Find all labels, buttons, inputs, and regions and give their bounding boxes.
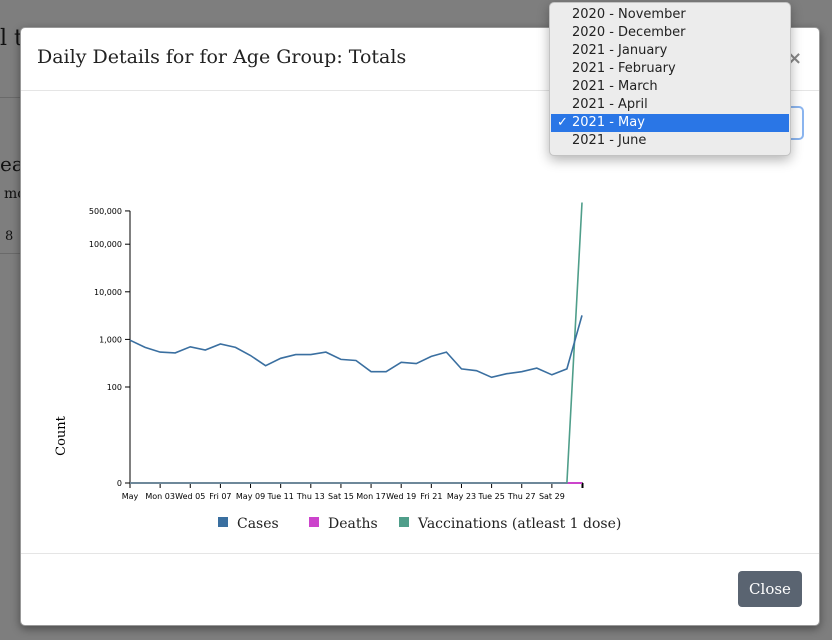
legend-label: Deaths [328,516,378,532]
dropdown-option[interactable]: 2021 - March [551,78,789,96]
x-tick-label: May 23 [447,492,476,501]
background-divider [0,253,20,254]
dropdown-option[interactable]: 2021 - January [551,42,789,60]
legend-swatch [218,517,228,527]
dropdown-option-label: 2021 - June [572,133,647,148]
dropdown-option-label: 2021 - May [572,115,645,130]
x-tick-label: Thu 13 [296,492,325,501]
x-tick-label: Fri 07 [209,492,231,501]
legend-label: Cases [237,516,279,532]
dropdown-option[interactable]: 2021 - April [551,96,789,114]
x-tick-label: Sat 29 [539,492,565,501]
background-heading: l t [0,26,23,51]
x-tick-label: Thu 27 [507,492,536,501]
legend-swatch [309,517,319,527]
x-tick-label: Fri 21 [420,492,442,501]
dropdown-option[interactable]: 2020 - December [551,24,789,42]
checkmark-icon: ✓ [557,115,568,130]
month-dropdown-menu: 2020 - November 2020 - December 2021 - Jan… [549,2,791,156]
y-tick-label: 10,000 [94,288,122,297]
dropdown-option[interactable]: ✓ 2021 - May [551,114,789,132]
close-button[interactable]: Close [738,571,802,607]
background-subheading: ea [0,152,24,176]
y-tick-label: 0 [117,479,122,488]
x-tick-label: Wed 19 [386,492,416,501]
x-tick-label: Wed 05 [175,492,205,501]
x-tick-label: Tue 25 [477,492,504,501]
dropdown-option[interactable]: 2021 - February [551,60,789,78]
legend-label: Vaccinations (atleast 1 dose) [417,516,621,532]
background-number: 8 [5,229,14,244]
x-tick-label: May [122,492,139,501]
x-tick-label: Mon 17 [356,492,386,501]
y-tick-label: 500,000 [89,207,122,216]
y-tick-label: 100,000 [89,240,122,249]
x-tick-label: Mon 03 [145,492,175,501]
x-tick-label: Tue 11 [266,492,293,501]
modal-title: Daily Details for for Age Group: Totals [37,46,407,68]
dropdown-option-label: 2020 - December [572,25,686,40]
dropdown-option-label: 2020 - November [572,7,686,22]
y-tick-label: 1,000 [99,335,122,344]
dropdown-option[interactable]: 2020 - November [551,6,789,24]
y-axis-label: Count [54,415,69,456]
dropdown-option-label: 2021 - January [572,43,668,58]
modal-footer: Close [21,553,819,626]
legend-swatch [399,517,409,527]
series-line-vaccinations [130,202,583,484]
dropdown-option-label: 2021 - February [572,61,676,76]
dropdown-option[interactable]: 2021 - June [551,132,789,150]
y-tick-label: 100 [107,383,122,392]
dropdown-option-label: 2021 - March [572,79,658,94]
x-tick-label: May 09 [236,492,265,501]
x-tick-label: Sat 15 [328,492,354,501]
dropdown-option-label: 2021 - April [572,97,648,112]
series-line-cases [129,315,583,379]
background-divider [0,97,20,98]
